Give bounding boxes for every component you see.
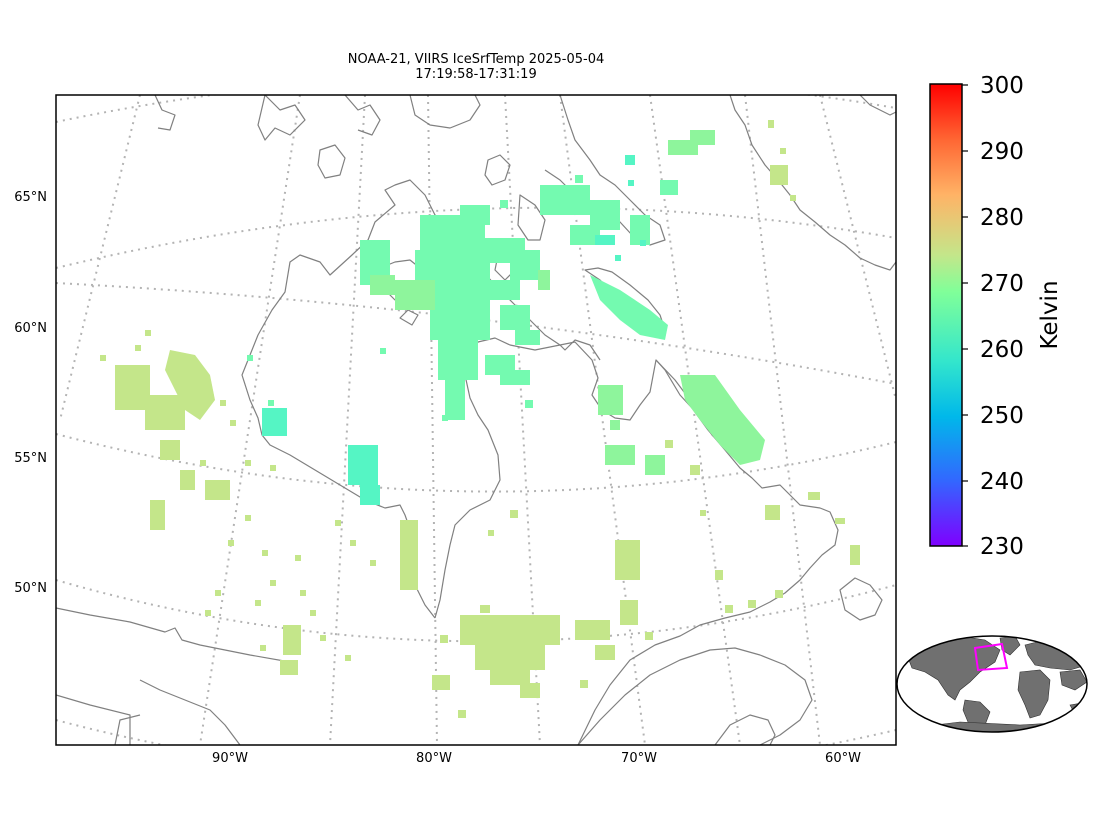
iceSrfTemp-pixels xyxy=(100,120,860,718)
meridian-65 xyxy=(649,95,741,745)
ungava-bay xyxy=(559,339,601,361)
meridian-60 xyxy=(744,95,821,745)
cb-tick-270: 270 xyxy=(980,271,1024,297)
cb-tick-290: 290 xyxy=(980,139,1024,165)
map-title: NOAA-21, VIIRS IceSrfTemp 2025-05-04 17:… xyxy=(56,52,896,82)
meridian-85 xyxy=(329,95,366,745)
lat-labels: 65°N 60°N 55°N 50°N xyxy=(14,190,47,596)
pixel-cluster-quebec-south xyxy=(432,440,860,718)
nova-scotia xyxy=(714,714,776,745)
lon-label-80: 80°W xyxy=(416,751,452,766)
inset-asia xyxy=(1059,669,1087,691)
inset-antarctica xyxy=(904,721,1087,732)
title-line-1: NOAA-21, VIIRS IceSrfTemp 2025-05-04 xyxy=(347,52,605,67)
parallel-70 xyxy=(56,95,896,123)
lat-label-50: 50°N xyxy=(14,581,47,596)
pixel-cluster-manitoba xyxy=(115,350,418,675)
pixel-cluster-baffin-teal xyxy=(595,155,646,261)
lon-label-70: 70°W xyxy=(621,751,657,766)
title-line-2: 17:19:58-17:31:19 xyxy=(415,67,537,82)
pixel-cluster-labrador xyxy=(598,375,765,475)
graticule xyxy=(56,95,896,745)
colorbar-ticks xyxy=(962,84,968,547)
arctic-island-3 xyxy=(409,95,481,129)
colorbar-gradient xyxy=(929,83,963,547)
mansel-island xyxy=(399,309,419,326)
cb-tick-250: 250 xyxy=(980,403,1024,429)
cb-tick-240: 240 xyxy=(980,469,1024,495)
lat-label-65: 65°N xyxy=(14,190,47,205)
inset-africa xyxy=(1017,669,1051,719)
pixel-cluster-manitoba-scatter xyxy=(100,330,376,661)
arctic-island-1 xyxy=(484,154,511,186)
lake-superior xyxy=(139,679,241,745)
cb-tick-260: 260 xyxy=(980,337,1024,363)
pixel-cluster-foxe xyxy=(360,205,540,420)
cb-tick-280: 280 xyxy=(980,205,1024,231)
newfoundland xyxy=(839,577,883,621)
lon-labels: 90°W 80°W 70°W 60°W xyxy=(212,751,861,766)
pixel-cluster-misc xyxy=(247,175,583,421)
pixel-cluster-north xyxy=(668,130,715,155)
arctic-island-2 xyxy=(257,95,306,141)
map-frame xyxy=(55,94,897,746)
james-bay-east xyxy=(434,337,561,619)
meridian-70 xyxy=(559,95,646,745)
meridian-80 xyxy=(427,95,438,745)
state-line-1 xyxy=(56,694,131,745)
lat-label-60: 60°N xyxy=(14,321,47,336)
hudson-bay-coast xyxy=(249,179,839,745)
pixel-cluster-hudson-west xyxy=(262,408,380,505)
inset-region-box xyxy=(973,642,1009,672)
greenland-coast-2 xyxy=(859,95,896,116)
colorbar-tick-labels: 300 290 280 270 260 250 240 230 xyxy=(980,73,1024,560)
pixel-cluster-foxe-green xyxy=(370,270,550,310)
arctic-island-5 xyxy=(154,95,176,131)
arctic-island-6 xyxy=(344,95,381,136)
greenland-coast xyxy=(729,95,896,271)
map-area xyxy=(56,95,896,745)
meridian-55 xyxy=(819,95,896,401)
arctic-island-4 xyxy=(317,144,346,179)
pixel-cluster-greenland xyxy=(768,120,796,201)
lon-label-90: 90°W xyxy=(212,751,248,766)
parallel-45 xyxy=(56,719,896,745)
st-lawrence xyxy=(577,647,813,745)
arctic-island-7 xyxy=(517,194,546,241)
lake-huron xyxy=(56,607,291,663)
lat-label-55: 55°N xyxy=(14,451,47,466)
pixel-cluster-baffin xyxy=(540,180,678,340)
state-line-2 xyxy=(114,714,141,745)
inset-globe xyxy=(896,635,1088,733)
colorbar-label: Kelvin xyxy=(1037,280,1063,349)
cb-tick-230: 230 xyxy=(980,534,1024,560)
colorbar: 300 290 280 270 260 250 240 230 Kelvin xyxy=(929,73,1063,560)
lon-label-60: 60°W xyxy=(825,751,861,766)
cb-tick-300: 300 xyxy=(980,73,1024,99)
